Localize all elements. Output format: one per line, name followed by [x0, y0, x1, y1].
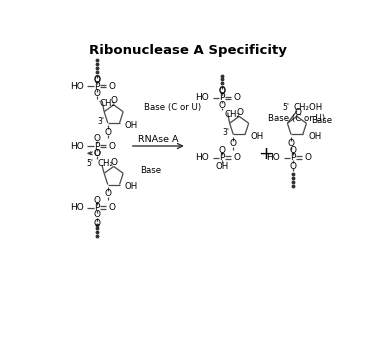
Text: O: O	[230, 139, 237, 148]
Text: O: O	[111, 158, 118, 167]
Text: O: O	[288, 139, 295, 148]
Text: Base: Base	[140, 166, 161, 175]
Text: CH₂: CH₂	[99, 99, 115, 108]
Text: 3': 3'	[223, 129, 229, 138]
Text: OH: OH	[250, 132, 264, 141]
Text: O: O	[93, 211, 100, 220]
Text: OH: OH	[125, 121, 138, 130]
Text: P: P	[220, 93, 225, 102]
Text: Base (C or U): Base (C or U)	[268, 114, 325, 123]
Text: O: O	[104, 128, 111, 137]
Text: O: O	[219, 101, 226, 110]
Text: O: O	[93, 134, 100, 143]
Text: O: O	[219, 86, 226, 95]
Text: O: O	[93, 149, 100, 158]
Text: Base: Base	[311, 116, 332, 125]
Text: O: O	[236, 108, 243, 117]
Text: O: O	[234, 93, 241, 102]
Text: RNAse A: RNAse A	[138, 135, 179, 144]
Text: Base (C or U): Base (C or U)	[145, 103, 202, 112]
Text: HO: HO	[195, 93, 209, 102]
Text: O: O	[290, 162, 296, 171]
Text: P: P	[220, 153, 225, 162]
Text: +: +	[258, 145, 273, 163]
Text: O: O	[108, 203, 115, 212]
Text: HO: HO	[195, 153, 209, 162]
Text: OH: OH	[216, 162, 229, 171]
Text: O: O	[108, 141, 115, 150]
Text: HO: HO	[70, 82, 83, 91]
Text: 5': 5'	[282, 103, 289, 112]
Text: O: O	[93, 75, 100, 84]
Text: O: O	[290, 146, 296, 155]
Text: 3': 3'	[97, 117, 104, 126]
Text: OH: OH	[308, 132, 321, 141]
Text: P: P	[94, 203, 100, 212]
Text: CH₂OH: CH₂OH	[294, 103, 323, 112]
Text: P: P	[290, 153, 296, 162]
Text: P: P	[94, 82, 100, 91]
Text: O: O	[234, 153, 241, 162]
Text: O: O	[111, 96, 118, 105]
Text: O: O	[219, 87, 226, 96]
Text: HO: HO	[70, 203, 83, 212]
Text: O: O	[219, 146, 226, 155]
Text: CH₂: CH₂	[224, 110, 240, 119]
Text: HO: HO	[70, 141, 83, 150]
Text: OH: OH	[125, 182, 138, 191]
Text: O: O	[305, 153, 311, 162]
Text: O: O	[93, 89, 100, 98]
Text: 5': 5'	[87, 159, 94, 168]
Text: O: O	[93, 76, 100, 85]
Text: O: O	[93, 219, 100, 228]
Text: O: O	[104, 189, 111, 198]
Text: O: O	[93, 196, 100, 205]
Text: Ribonuclease A Specificity: Ribonuclease A Specificity	[89, 44, 287, 57]
Text: CH₂: CH₂	[97, 159, 113, 168]
Text: O: O	[93, 149, 100, 158]
Text: O: O	[108, 82, 115, 91]
Text: P: P	[94, 141, 100, 150]
Text: O: O	[294, 108, 301, 117]
Text: HO: HO	[266, 153, 280, 162]
